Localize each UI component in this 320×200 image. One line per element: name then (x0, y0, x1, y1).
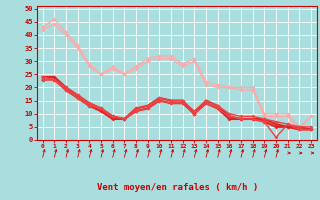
Text: Vent moyen/en rafales ( km/h ): Vent moyen/en rafales ( km/h ) (97, 183, 258, 192)
